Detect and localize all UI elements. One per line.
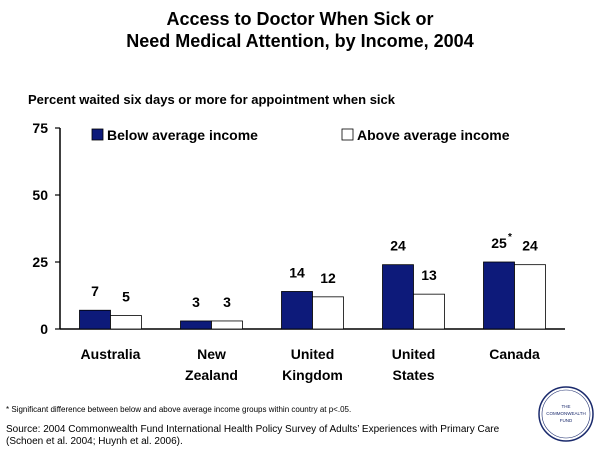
data-label: 24 bbox=[390, 238, 406, 254]
y-tick-label: 50 bbox=[32, 187, 48, 203]
data-label: 3 bbox=[223, 294, 231, 310]
y-tick-label: 0 bbox=[40, 321, 48, 337]
data-label: 24 bbox=[522, 238, 538, 254]
data-label: 12 bbox=[320, 270, 336, 286]
category-label: United bbox=[291, 346, 335, 362]
chart-subtitle: Percent waited six days or more for appo… bbox=[28, 92, 395, 107]
significance-footnote: * Significant difference between below a… bbox=[6, 405, 352, 414]
y-tick-label: 25 bbox=[32, 254, 48, 270]
legend-below-average-label: Below average income bbox=[107, 127, 258, 143]
bar-below-average bbox=[281, 291, 313, 330]
bar-above-average bbox=[413, 293, 445, 330]
logo-text-1: THE bbox=[562, 404, 571, 409]
chart-title-line-2: Need Medical Attention, by Income, 2004 bbox=[126, 31, 474, 51]
bar-above-average bbox=[110, 315, 142, 330]
bar-above-average bbox=[514, 264, 546, 330]
source-line-1: Source: 2004 Commonwealth Fund Internati… bbox=[6, 424, 500, 435]
chart-title-line-1: Access to Doctor When Sick or bbox=[166, 9, 434, 29]
commonwealth-fund-logo: THE COMMONWEALTH FUND bbox=[538, 386, 594, 442]
legend-above-average-label: Above average income bbox=[357, 127, 510, 143]
category-label: Kingdom bbox=[282, 367, 343, 383]
category-label: States bbox=[392, 367, 434, 383]
legend-above-average-swatch bbox=[341, 128, 354, 141]
significance-asterisk: * bbox=[508, 232, 512, 243]
source-line-2: (Schoen et al. 2004; Huynh et al. 2006). bbox=[6, 436, 183, 447]
bar-below-average bbox=[382, 264, 414, 330]
logo-text-2: COMMONWEALTH bbox=[546, 411, 585, 416]
data-label: 14 bbox=[289, 264, 305, 280]
logo-text-3: FUND bbox=[560, 418, 573, 423]
data-label: 3 bbox=[192, 294, 200, 310]
source-note: Source: 2004 Commonwealth Fund Internati… bbox=[6, 424, 526, 448]
bar-below-average bbox=[483, 261, 515, 330]
category-label: United bbox=[392, 346, 436, 362]
data-label: 25 bbox=[491, 235, 507, 251]
legend-below-average-swatch bbox=[91, 128, 104, 141]
bar-below-average bbox=[79, 309, 111, 330]
data-label: 7 bbox=[91, 283, 99, 299]
bar-above-average bbox=[211, 320, 243, 330]
bar-below-average bbox=[180, 320, 212, 330]
bar-above-average bbox=[312, 296, 344, 330]
category-label: Australia bbox=[81, 346, 141, 362]
category-label: Zealand bbox=[185, 367, 238, 383]
y-tick-label: 75 bbox=[32, 120, 48, 136]
data-label: 5 bbox=[122, 289, 130, 305]
category-label: New bbox=[197, 346, 226, 362]
chart-title: Access to Doctor When Sick or Need Medic… bbox=[0, 8, 600, 52]
category-label: Canada bbox=[489, 346, 540, 362]
data-label: 13 bbox=[421, 267, 437, 283]
